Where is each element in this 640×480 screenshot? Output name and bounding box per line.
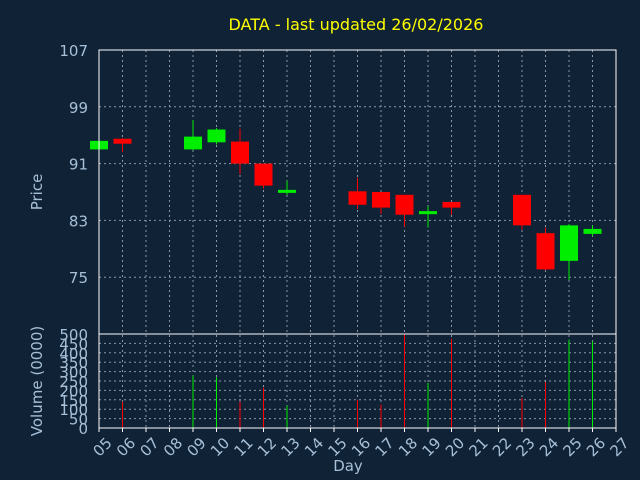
candle-body	[536, 233, 555, 270]
price-tick-label: 83	[69, 212, 88, 230]
candle-body	[442, 201, 461, 208]
price-tick-label: 91	[69, 156, 88, 174]
x-tick-label: 21	[466, 434, 492, 460]
candle-body	[184, 136, 202, 150]
x-tick-label: 06	[113, 434, 139, 460]
price-tick-label: 75	[69, 269, 88, 287]
volume-tick-label: 200	[59, 382, 88, 400]
volume-tick-label: 300	[59, 364, 88, 382]
x-tick-label: 20	[442, 434, 468, 460]
x-tick-label: 27	[607, 434, 633, 460]
x-tick-label: 12	[254, 434, 280, 460]
chart-title: DATA - last updated 26/02/2026	[229, 15, 484, 34]
x-tick-label: 18	[395, 434, 421, 460]
candle-body	[113, 138, 132, 144]
candle-body	[560, 225, 578, 261]
volume-tick-label: 400	[59, 345, 88, 363]
candle-body	[207, 129, 226, 143]
candle-body	[372, 192, 390, 208]
volume-tick-label: 250	[59, 373, 88, 391]
candle-body	[395, 194, 414, 215]
x-tick-label: 09	[184, 434, 210, 460]
volume-tick-label: 350	[59, 354, 88, 372]
volume-tick-label: 0	[78, 420, 88, 438]
x-tick-label: 26	[583, 434, 609, 460]
x-axis-label: Day	[333, 457, 363, 475]
volume-tick-label: 150	[59, 392, 88, 410]
candle-body	[348, 191, 367, 205]
candle-body	[583, 228, 602, 234]
candle-body	[278, 189, 296, 193]
candle-body	[231, 141, 249, 164]
candle-body	[513, 194, 531, 226]
price-tick-label: 107	[59, 42, 88, 60]
x-tick-label: 24	[536, 434, 562, 460]
volume-axis-label: Volume (0000)	[28, 326, 46, 436]
x-tick-label: 22	[489, 434, 515, 460]
x-tick-label: 10	[207, 434, 233, 460]
volume-tick-label: 500	[59, 326, 88, 344]
x-tick-label: 07	[137, 434, 163, 460]
x-tick-label: 14	[301, 434, 327, 460]
volume-tick-label: 100	[59, 401, 88, 419]
candle-body	[254, 163, 273, 186]
x-tick-label: 05	[90, 434, 116, 460]
volume-bars	[122, 334, 593, 428]
volume-tick-label: 50	[69, 411, 88, 429]
x-tick-label: 08	[160, 434, 186, 460]
price-axis-label: Price	[28, 174, 46, 211]
x-tick-label: 25	[560, 434, 586, 460]
price-tick-label: 99	[69, 99, 88, 117]
candle-body	[419, 211, 437, 215]
volume-tick-label: 450	[59, 335, 88, 353]
x-tick-label: 11	[231, 434, 257, 460]
x-tick-label: 19	[419, 434, 445, 460]
price-candles	[90, 120, 602, 281]
grid-lines	[99, 50, 616, 428]
x-tick-label: 17	[372, 434, 398, 460]
x-tick-label: 13	[278, 434, 304, 460]
x-tick-label: 23	[513, 434, 539, 460]
